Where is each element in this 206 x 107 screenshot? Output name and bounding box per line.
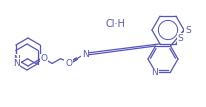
Text: O: O xyxy=(65,59,72,68)
Text: N: N xyxy=(13,59,20,68)
Text: N: N xyxy=(14,54,20,63)
Text: O: O xyxy=(40,54,47,63)
Text: S: S xyxy=(185,25,191,34)
Text: O: O xyxy=(65,59,72,68)
Text: N: N xyxy=(151,68,158,77)
Text: Cl·H: Cl·H xyxy=(105,19,125,29)
Text: S: S xyxy=(177,33,183,42)
Text: N: N xyxy=(82,50,88,59)
